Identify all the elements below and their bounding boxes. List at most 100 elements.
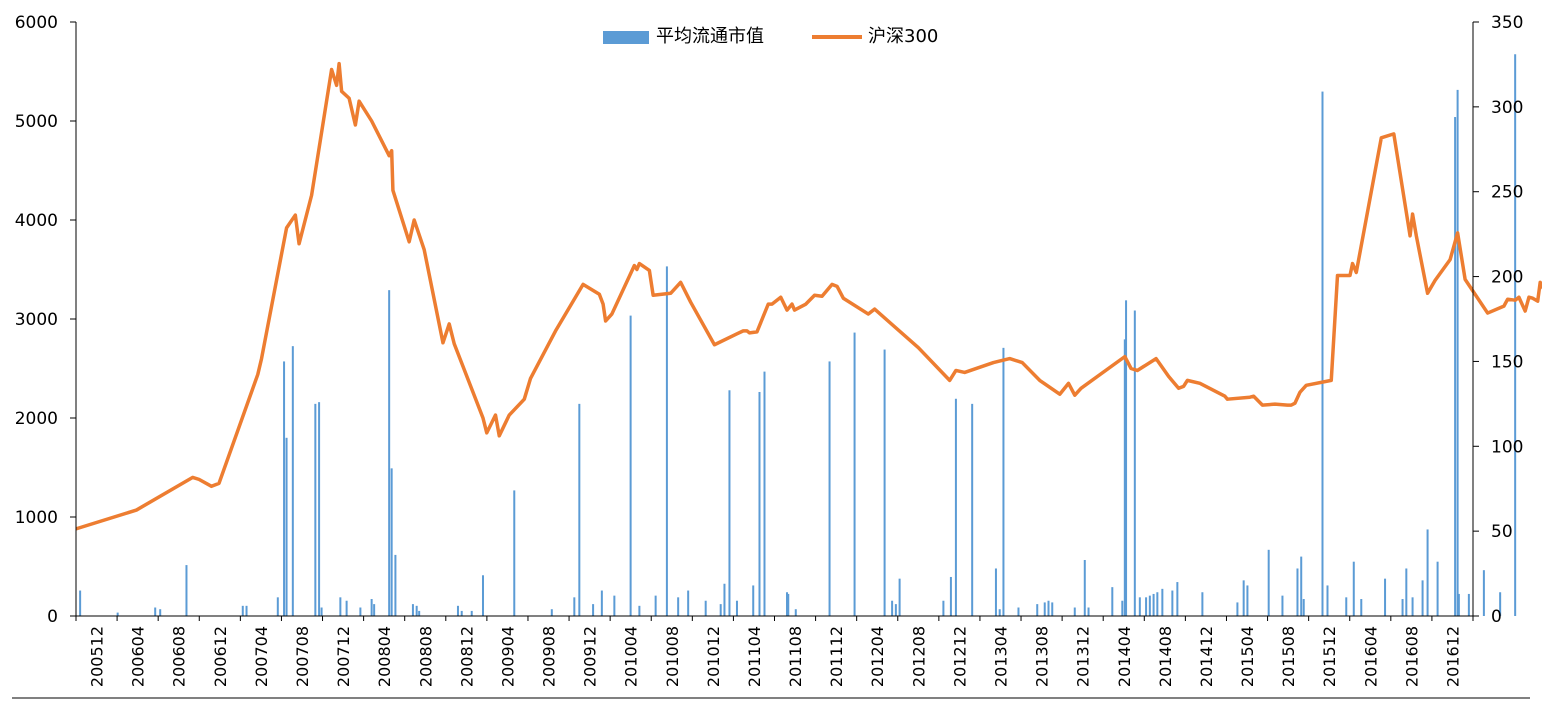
x-tick-label-13: 201004 [622, 626, 641, 687]
bar-72 [1083, 559, 1086, 616]
bar-29 [513, 490, 516, 616]
bar-26 [460, 610, 463, 616]
bar-48 [758, 391, 761, 616]
bar-99 [1352, 561, 1355, 616]
bar-28 [481, 575, 484, 616]
bar-85 [1171, 590, 1174, 616]
x-tick-label-4: 200704 [252, 626, 271, 687]
x-tick-label-24: 201312 [1074, 626, 1093, 687]
bar-13 [320, 607, 323, 616]
bar-series [79, 54, 1517, 616]
x-tick-label-25: 201404 [1115, 626, 1134, 687]
bar-35 [613, 595, 616, 616]
x-tick-label-12: 200912 [581, 626, 600, 687]
bar-91 [1267, 549, 1270, 616]
legend-bar-swatch [603, 31, 649, 44]
bar-109 [1456, 89, 1459, 616]
x-tick-label-33: 201612 [1443, 626, 1462, 687]
bar-86 [1176, 582, 1179, 616]
x-tick-label-30: 201512 [1320, 626, 1339, 687]
bar-56 [891, 600, 894, 616]
x-tick-label-17: 201108 [786, 626, 805, 687]
bar-63 [994, 568, 997, 616]
bar-73 [1087, 607, 1090, 616]
bar-36 [629, 315, 632, 616]
right-tick-label-5: 250 [1491, 183, 1523, 203]
bar-106 [1426, 529, 1429, 616]
bar-53 [828, 361, 831, 616]
bar-70 [1051, 602, 1054, 616]
bar-10 [291, 346, 294, 616]
bar-46 [735, 600, 738, 616]
bar-15 [345, 600, 348, 616]
left-tick-label-5: 5000 [15, 112, 58, 132]
left-tick-label-6: 6000 [15, 13, 58, 33]
bar-33 [592, 604, 595, 616]
bar-5 [241, 605, 244, 616]
bar-31 [573, 597, 576, 616]
x-tick-label-22: 201304 [991, 626, 1010, 687]
bar-19 [388, 290, 391, 616]
bar-32 [578, 403, 581, 616]
bar-11 [314, 403, 317, 616]
bar-24 [418, 610, 421, 616]
legend-bar-label: 平均流通市值 [656, 26, 764, 47]
bar-20 [390, 468, 393, 616]
bar-114 [1514, 54, 1517, 616]
bar-51 [787, 593, 790, 616]
x-tick-label-1: 200604 [129, 626, 148, 687]
x-tick-label-19: 201204 [868, 626, 887, 687]
x-tick-label-27: 201412 [1197, 626, 1216, 687]
x-tick-label-8: 200808 [416, 626, 435, 687]
bar-7 [276, 597, 279, 616]
x-tick-label-11: 200908 [540, 626, 559, 687]
bar-66 [1017, 607, 1020, 616]
bar-96 [1321, 91, 1324, 616]
right-tick-label-2: 100 [1491, 437, 1523, 457]
bar-54 [853, 332, 856, 616]
bar-104 [1411, 597, 1414, 616]
bar-6 [245, 605, 248, 616]
right-tick-label-6: 300 [1491, 98, 1523, 118]
bar-71 [1073, 607, 1076, 616]
bar-113 [1499, 592, 1502, 616]
x-tick-label-16: 201104 [745, 626, 764, 687]
bar-55 [883, 349, 886, 616]
bar-27 [470, 610, 473, 616]
x-tick-label-5: 200708 [293, 626, 312, 687]
bar-74 [1111, 587, 1114, 616]
bar-8 [283, 361, 286, 616]
bar-16 [359, 607, 362, 616]
bar-75 [1121, 600, 1124, 616]
bar-83 [1156, 592, 1159, 616]
x-tick-label-23: 201308 [1033, 626, 1052, 687]
hs300-line [75, 61, 1542, 531]
x-tick-label-6: 200712 [334, 626, 353, 687]
bar-34 [600, 590, 603, 616]
bar-80 [1145, 597, 1148, 616]
bar-103 [1405, 568, 1408, 616]
x-tick-label-15: 201012 [704, 626, 723, 687]
bar-98 [1345, 597, 1348, 616]
bar-97 [1326, 585, 1329, 616]
right-tick-label-0: 0 [1491, 607, 1502, 627]
x-tick-label-26: 201408 [1156, 626, 1175, 687]
bar-47 [752, 585, 755, 616]
bar-40 [677, 597, 680, 616]
bar-92 [1281, 595, 1284, 616]
bar-89 [1242, 580, 1245, 616]
bar-100 [1360, 599, 1363, 616]
legend-line-label: 沪深300 [868, 26, 938, 47]
bar-30 [550, 609, 553, 616]
bar-59 [942, 600, 945, 616]
bar-60 [949, 576, 952, 616]
legend: 平均流通市值 沪深300 [603, 26, 938, 47]
bar-43 [719, 604, 722, 616]
bar-49 [763, 371, 766, 616]
bar-41 [687, 590, 690, 616]
bar-93 [1296, 568, 1299, 616]
bar-2 [154, 607, 157, 616]
bar-65 [1002, 347, 1005, 616]
bar-88 [1236, 602, 1239, 616]
